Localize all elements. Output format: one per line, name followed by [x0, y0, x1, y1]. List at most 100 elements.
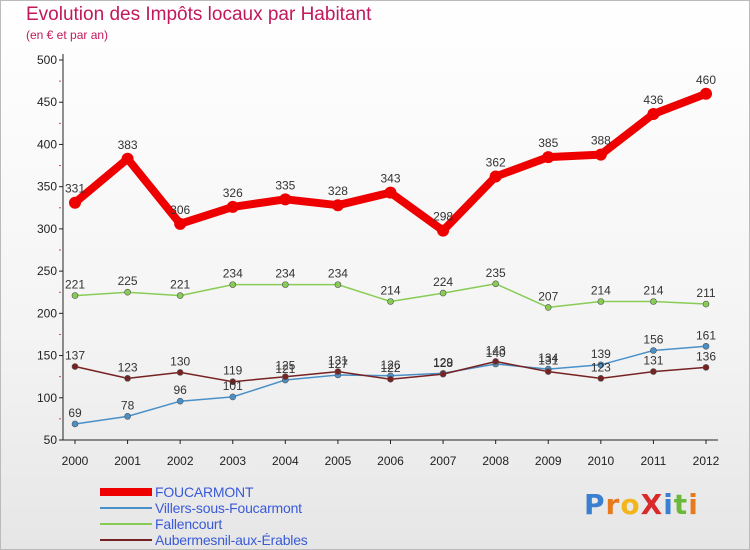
data-label: 136: [696, 349, 716, 363]
y-tick-label: 350: [37, 180, 57, 194]
data-label: 69: [68, 406, 82, 420]
data-point: [439, 370, 447, 378]
data-point: [702, 342, 710, 350]
data-label: 235: [486, 266, 506, 280]
data-label: 101: [223, 379, 243, 393]
data-label: 130: [170, 354, 190, 368]
data-point: [176, 369, 184, 376]
y-tick-label: 50: [44, 433, 58, 447]
logo-letter: o: [620, 488, 641, 521]
data-point: [647, 108, 660, 121]
logo-letter: X: [640, 488, 664, 521]
data-label: 436: [643, 93, 663, 107]
data-label: 388: [591, 134, 611, 148]
logo-letter: i: [663, 488, 674, 521]
x-tick-label: 2006: [377, 454, 404, 468]
legend-item: Aubermesnil-aux-Érables: [100, 532, 308, 548]
legend-label: FOUCARMONT: [155, 484, 254, 500]
data-point: [229, 393, 237, 401]
x-tick-label: 2001: [114, 454, 141, 468]
data-point: [71, 363, 79, 370]
data-label: 460: [696, 73, 716, 87]
y-tick-label: 500: [37, 53, 57, 67]
data-label: 225: [118, 274, 138, 288]
data-point: [226, 200, 239, 213]
x-tick-label: 2010: [587, 454, 614, 468]
data-label: 78: [121, 398, 135, 412]
data-label: 96: [173, 383, 187, 397]
data-point: [334, 368, 342, 375]
data-point: [542, 151, 555, 164]
data-label: 134: [538, 351, 558, 365]
legend-swatch: [100, 488, 152, 496]
data-label: 137: [65, 349, 85, 363]
data-label: 214: [380, 284, 400, 298]
logo-letter: t: [673, 488, 689, 521]
data-point: [69, 196, 81, 209]
data-point: [437, 224, 450, 237]
legend-item: FOUCARMONT: [100, 484, 308, 500]
data-point: [229, 281, 237, 288]
data-point: [650, 298, 657, 305]
data-point: [124, 413, 131, 420]
y-tick-label: 100: [37, 391, 57, 405]
x-tick-label: 2011: [641, 454, 667, 468]
legend-swatch: [100, 507, 152, 509]
x-tick-label: 2002: [167, 454, 194, 468]
logo-letter: i: [688, 488, 699, 521]
data-point: [331, 199, 344, 212]
data-label: 234: [328, 267, 348, 281]
data-point: [176, 397, 184, 405]
data-point: [650, 347, 657, 354]
data-label: 127: [328, 357, 348, 371]
data-point: [544, 304, 552, 311]
y-tick-label: 400: [37, 137, 57, 151]
legend-label: Villers-sous-Foucarmont: [155, 500, 302, 516]
data-label: 140: [486, 346, 506, 360]
data-point: [124, 375, 131, 382]
x-tick-label: 2007: [430, 454, 457, 468]
data-label: 123: [591, 360, 611, 374]
legend-label: Aubermesnil-aux-Érables: [155, 532, 308, 548]
data-label: 234: [223, 267, 243, 281]
data-label: 221: [65, 278, 85, 292]
y-tick-label: 200: [37, 306, 57, 320]
data-label: 156: [643, 332, 663, 346]
logo-letter: P: [584, 488, 606, 521]
x-tick-label: 2009: [535, 454, 562, 468]
data-point: [71, 292, 79, 299]
x-tick-label: 2003: [219, 454, 246, 468]
legend-swatch: [100, 539, 152, 541]
legend: FOUCARMONT Villers-sous-Foucarmont Falle…: [100, 484, 308, 548]
data-label: 331: [65, 182, 85, 196]
data-point: [492, 358, 499, 365]
data-point: [597, 375, 605, 382]
data-point: [174, 217, 187, 230]
data-point: [702, 300, 710, 308]
x-tick-label: 2004: [272, 454, 299, 468]
chart-subtitle: (en € et par an): [26, 28, 109, 42]
data-point: [544, 368, 552, 375]
y-tick-label: 250: [37, 264, 57, 278]
data-label: 131: [643, 354, 663, 368]
data-point: [176, 292, 184, 299]
data-label: 131: [538, 354, 558, 368]
legend-swatch: [100, 523, 152, 525]
data-label: 221: [170, 278, 190, 292]
data-point: [279, 193, 292, 206]
data-point: [229, 378, 237, 386]
chart-title: Evolution des Impôts locaux par Habitant: [26, 4, 372, 25]
data-label: 328: [328, 184, 348, 198]
data-label: 383: [118, 138, 138, 152]
data-label: 129: [433, 355, 453, 369]
data-point: [334, 281, 342, 288]
y-tick-label: 450: [37, 95, 57, 109]
data-label: 234: [275, 267, 295, 281]
data-point: [702, 364, 710, 371]
data-label: 298: [433, 210, 453, 224]
data-label: 343: [380, 172, 400, 186]
x-tick-label: 2008: [482, 454, 509, 468]
y-tick-label: 150: [37, 349, 57, 363]
data-label: 211: [696, 286, 715, 300]
data-label: 125: [275, 359, 295, 373]
